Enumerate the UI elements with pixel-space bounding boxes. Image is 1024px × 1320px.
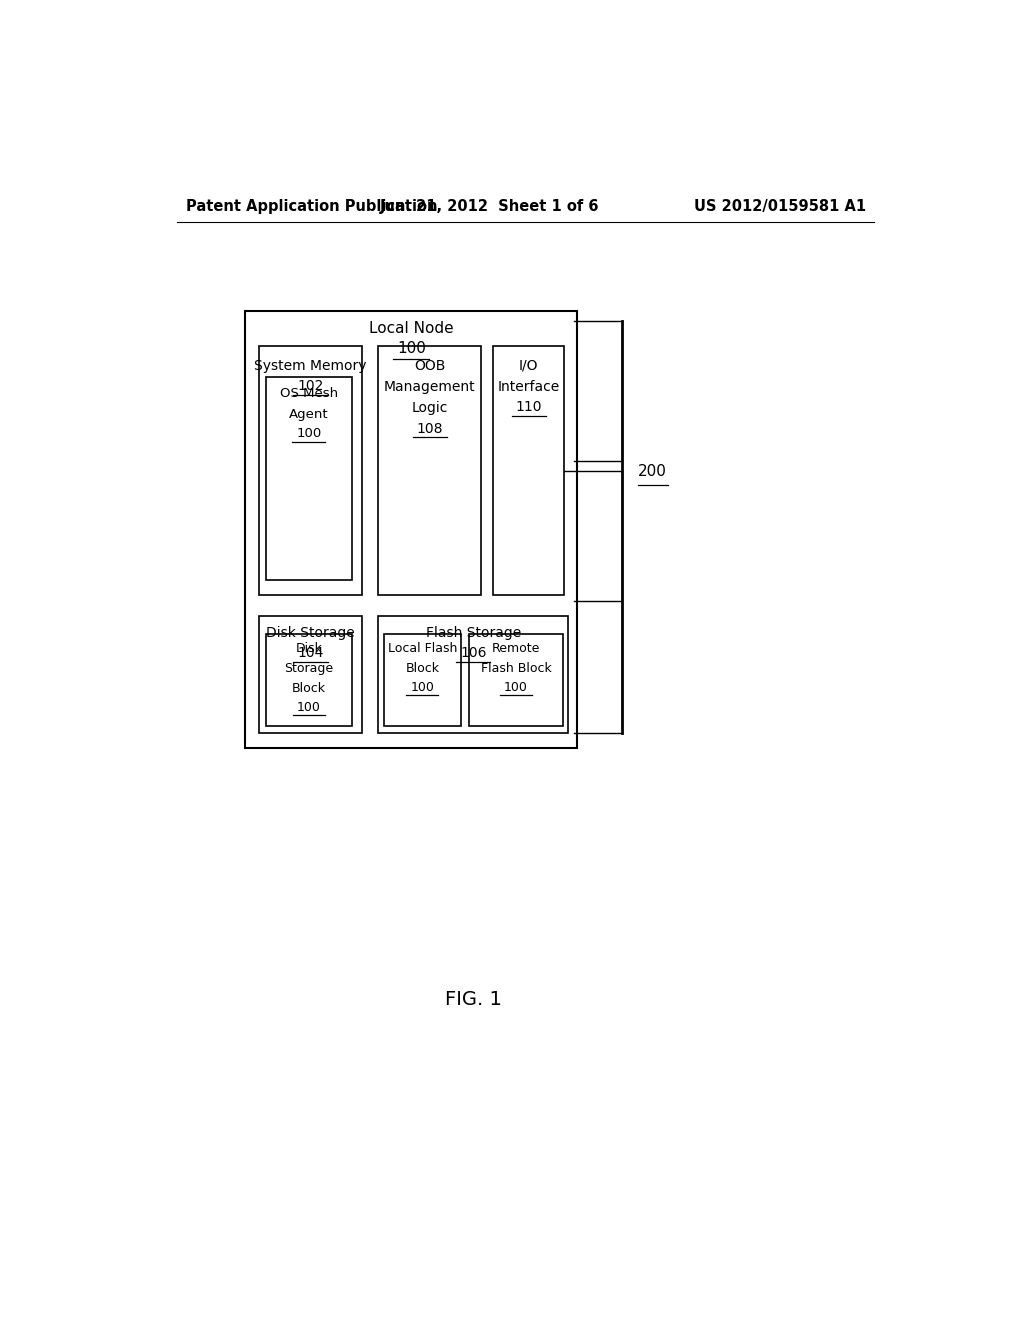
- Text: 104: 104: [297, 647, 324, 660]
- Text: Disk Storage: Disk Storage: [266, 626, 355, 640]
- Text: Patent Application Publication: Patent Application Publication: [186, 199, 437, 214]
- Text: 110: 110: [515, 400, 542, 414]
- Bar: [378, 615, 568, 733]
- Text: Block: Block: [406, 663, 439, 675]
- Bar: [266, 634, 352, 726]
- Text: Flash Block: Flash Block: [480, 663, 552, 675]
- Text: I/O: I/O: [519, 359, 539, 372]
- Bar: [246, 312, 578, 748]
- Text: Remote: Remote: [492, 643, 541, 655]
- Text: Agent: Agent: [289, 408, 329, 421]
- Text: 200: 200: [638, 463, 668, 479]
- Bar: [259, 346, 362, 595]
- Text: 102: 102: [297, 379, 324, 393]
- Bar: [384, 634, 461, 726]
- Text: Local Node: Local Node: [369, 321, 454, 337]
- Text: 108: 108: [417, 421, 442, 436]
- Text: Logic: Logic: [412, 401, 447, 416]
- Text: System Memory: System Memory: [254, 359, 367, 372]
- Text: Flash Storage: Flash Storage: [426, 626, 521, 640]
- Text: OS Mesh: OS Mesh: [280, 387, 338, 400]
- Bar: [469, 634, 563, 726]
- Text: Storage: Storage: [285, 663, 334, 675]
- Text: Disk: Disk: [296, 643, 323, 655]
- Bar: [378, 346, 481, 595]
- Text: Management: Management: [384, 380, 475, 393]
- Text: 100: 100: [397, 342, 426, 356]
- Text: Interface: Interface: [498, 380, 560, 393]
- Bar: [259, 615, 362, 733]
- Bar: [266, 378, 352, 581]
- Text: 106: 106: [460, 647, 486, 660]
- Bar: [494, 346, 564, 595]
- Text: 100: 100: [297, 701, 321, 714]
- Text: Jun. 21, 2012  Sheet 1 of 6: Jun. 21, 2012 Sheet 1 of 6: [379, 199, 599, 214]
- Text: 100: 100: [504, 681, 528, 694]
- Text: US 2012/0159581 A1: US 2012/0159581 A1: [694, 199, 866, 214]
- Text: FIG. 1: FIG. 1: [444, 990, 502, 1010]
- Text: OOB: OOB: [414, 359, 445, 372]
- Text: Local Flash: Local Flash: [388, 643, 457, 655]
- Text: Block: Block: [292, 682, 326, 696]
- Text: 100: 100: [296, 428, 322, 441]
- Text: 100: 100: [411, 681, 434, 694]
